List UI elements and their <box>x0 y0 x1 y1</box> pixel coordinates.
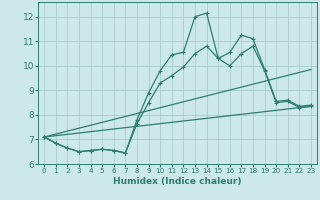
X-axis label: Humidex (Indice chaleur): Humidex (Indice chaleur) <box>113 177 242 186</box>
